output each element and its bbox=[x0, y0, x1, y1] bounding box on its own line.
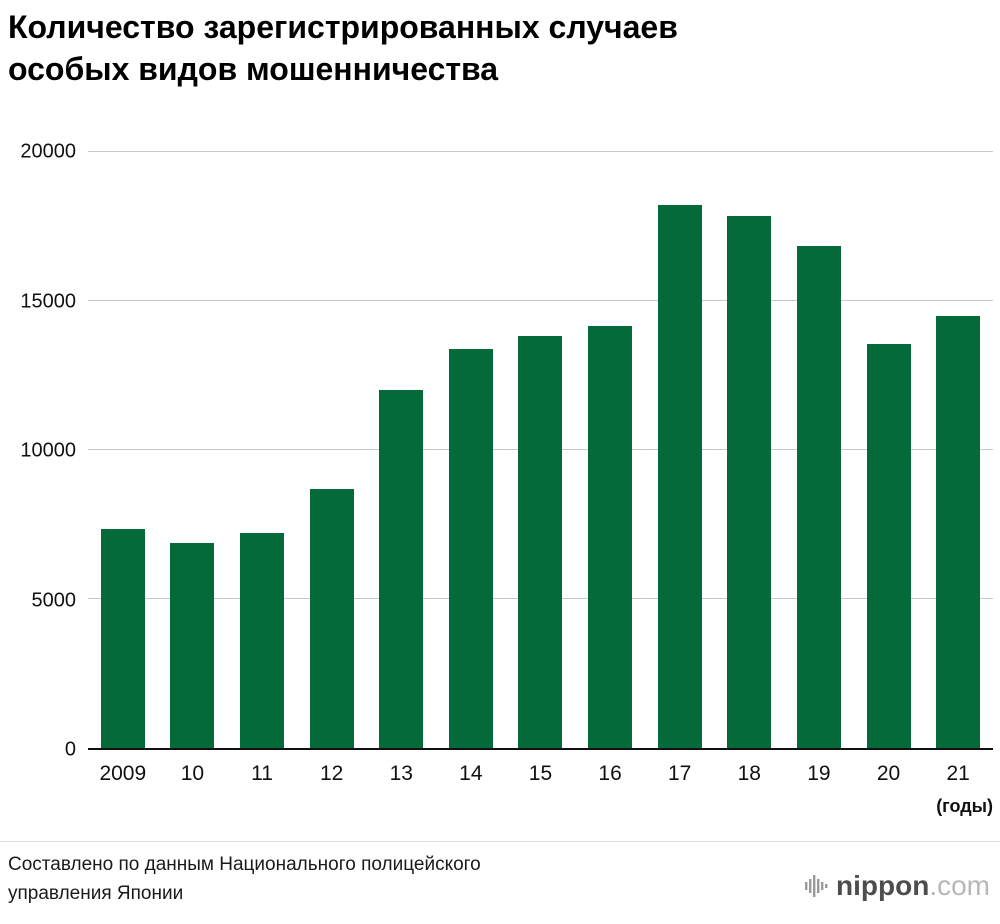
bar-18 bbox=[727, 216, 772, 748]
y-tick-label-15000: 15000 bbox=[20, 290, 76, 312]
x-tick-label-20: 20 bbox=[876, 762, 901, 785]
bar-slot-20 bbox=[854, 152, 924, 748]
x-tick-label-17: 17 bbox=[668, 762, 692, 785]
chart-title-line-2: особых видов мошенничества bbox=[8, 51, 499, 88]
plot-area bbox=[88, 151, 993, 750]
bar-14 bbox=[448, 348, 493, 748]
x-axis-unit-label: (годы) bbox=[936, 796, 993, 816]
y-tick-label-20000: 20000 bbox=[20, 140, 76, 163]
bar-slot-18 bbox=[714, 152, 784, 748]
x-tick-label-16: 16 bbox=[598, 762, 622, 785]
x-tick-label-21: 21 bbox=[946, 762, 970, 785]
bar-13 bbox=[379, 390, 424, 748]
bar-slot-15 bbox=[506, 152, 576, 748]
soundwave-bars-icon bbox=[805, 875, 828, 897]
bar-16 bbox=[588, 326, 633, 748]
bar-11 bbox=[240, 532, 285, 748]
bar-17 bbox=[657, 205, 702, 748]
bar-slot-17 bbox=[645, 152, 715, 748]
x-tick-label-11: 11 bbox=[251, 762, 273, 785]
nippon-com-logo: nippon.com bbox=[805, 872, 990, 900]
x-tick-label-10: 10 bbox=[180, 762, 205, 785]
x-tick-label-15: 15 bbox=[528, 762, 553, 785]
source-note: Составлено по данным Национального полиц… bbox=[8, 851, 481, 908]
y-axis-labels: 0 5000 10000 15000 20000 bbox=[0, 141, 77, 761]
logo-text: nippon.com bbox=[836, 872, 990, 900]
bar-slot-21 bbox=[923, 152, 993, 748]
bar-21 bbox=[936, 315, 981, 748]
x-tick-label-19: 19 bbox=[807, 762, 831, 785]
bar-slot-13 bbox=[366, 152, 436, 748]
source-note-line-2: управления Японии bbox=[8, 882, 184, 904]
bar-slot-14 bbox=[436, 152, 506, 748]
x-tick-label-2009: 2009 bbox=[99, 762, 147, 785]
source-note-line-1: Составлено по данным Национального полиц… bbox=[8, 854, 481, 875]
bar-slot-10 bbox=[158, 152, 228, 748]
x-axis-labels: 2009 10 11 12 13 14 15 16 17 18 19 20 21 bbox=[88, 762, 993, 786]
bar-slot-12 bbox=[297, 152, 367, 748]
y-tick-label-10000: 10000 bbox=[20, 439, 76, 462]
x-tick-label-14: 14 bbox=[459, 762, 483, 785]
bar-19 bbox=[796, 245, 841, 748]
y-tick-label-0: 0 bbox=[64, 738, 76, 761]
x-tick-label-18: 18 bbox=[737, 762, 761, 785]
bar-slot-11 bbox=[227, 152, 297, 748]
bar-20 bbox=[866, 344, 911, 748]
logo-text-nippon: nippon bbox=[836, 870, 930, 901]
bar-10 bbox=[170, 542, 215, 748]
footer-divider bbox=[0, 841, 1000, 842]
x-tick-label-13: 13 bbox=[389, 762, 413, 785]
bar-12 bbox=[309, 488, 354, 748]
bar-slot-2009 bbox=[88, 152, 158, 748]
chart-title-line-1: Количество зарегистрированных случаев bbox=[8, 9, 678, 45]
x-tick-label-12: 12 bbox=[319, 762, 344, 785]
bar-slot-16 bbox=[575, 152, 645, 748]
logo-text-com: .com bbox=[929, 870, 990, 901]
bar-slot-19 bbox=[784, 152, 854, 748]
chart-title: Количество зарегистрированных случаев ос… bbox=[8, 6, 678, 90]
gridline-20000 bbox=[88, 151, 993, 152]
bars-container bbox=[88, 152, 993, 748]
bar-2009 bbox=[100, 529, 145, 748]
y-tick-label-5000: 5000 bbox=[31, 589, 77, 611]
bar-15 bbox=[518, 335, 563, 748]
gridline-15000 bbox=[88, 300, 993, 301]
